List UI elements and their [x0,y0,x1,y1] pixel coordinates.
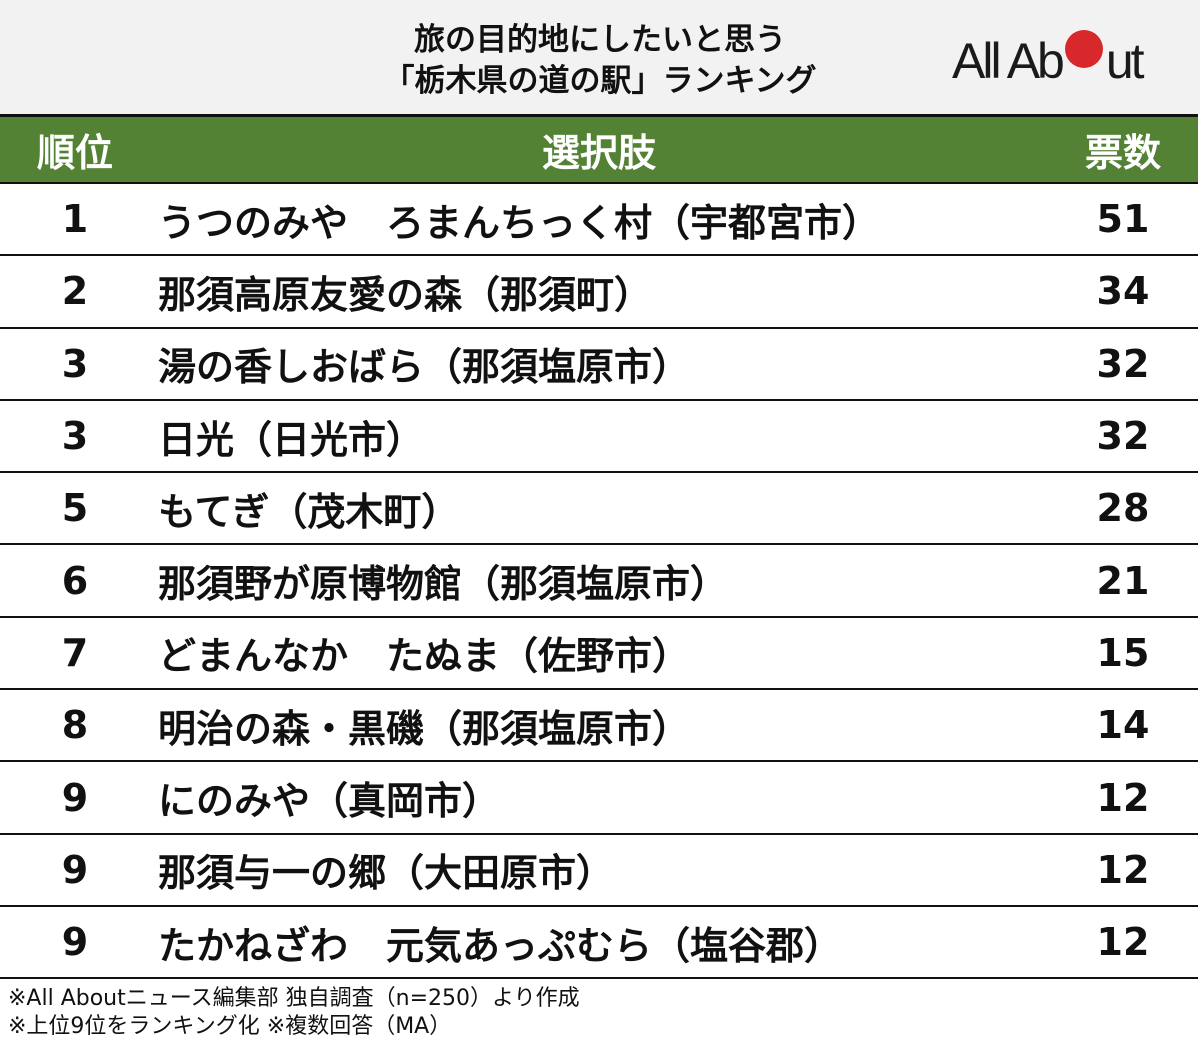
table-row: 3 日光（日光市） 32 [0,401,1198,474]
choice-cell: にのみや（真岡市） [158,779,501,824]
rank-cell: 7 [61,630,89,675]
choice-cell: 明治の森・黒磯（那須塩原市） [158,706,691,751]
logo-text-start: All Ab [952,33,1065,89]
table-body: 1 うつのみや ろまんちっく村（宇都宮市） 51 2 那須高原友愛の森（那須町） 34 3 湯… [0,184,1198,980]
footnote-2: ※上位9位をランキング化 ※複数回答（MA） [8,1014,452,1039]
footnote-1: ※All Aboutニュース編集部 独自調査（n=250）より作成 [8,986,580,1011]
choice-cell: 那須野が原博物館（那須塩原市） [158,562,729,607]
choice-cell: たかねざわ 元気あっぷむら（塩谷郡） [158,923,843,968]
table-row: 3 湯の香しおばら（那須塩原市） 32 [0,329,1198,401]
footnotes: ※All Aboutニュース編集部 独自調査（n=250）より作成 ※上位9位を… [8,985,580,1041]
choice-cell: どまんなか たぬま（佐野市） [158,634,691,679]
votes-cell: 14 [1096,703,1150,748]
votes-cell: 15 [1096,630,1150,675]
choice-cell: うつのみや ろまんちっく村（宇都宮市） [158,200,881,245]
votes-cell: 28 [1096,486,1150,531]
ranking-table: 順位 選択肢 票数 1 うつのみや ろまんちっく村（宇都宮市） 51 2 那須高原友愛の… [0,114,1198,980]
rank-cell: 9 [61,920,89,965]
votes-cell: 51 [1096,197,1150,242]
title-band [0,0,1200,114]
votes-cell: 12 [1096,847,1150,892]
table-row: 9 那須与一の郷（大田原市） 12 [0,835,1198,907]
rank-cell: 8 [61,703,89,748]
rank-cell: 2 [61,269,89,314]
allabout-logo: All Ab ut [952,30,1145,89]
table-header: 順位 選択肢 票数 [0,114,1198,184]
table-row: 9 にのみや（真岡市） 12 [0,762,1198,835]
votes-cell: 12 [1096,775,1150,820]
votes-cell: 34 [1096,269,1150,314]
votes-cell: 32 [1096,414,1150,459]
votes-cell: 12 [1096,920,1150,965]
rank-cell: 5 [61,486,89,531]
title-line-1: 旅の目的地にしたいと思う [414,22,786,58]
title-line-2: 「栃木県の道の駅」ランキング [383,63,817,99]
table-row: 2 那須高原友愛の森（那須町） 34 [0,256,1198,329]
logo-red-dot-icon [1064,30,1103,68]
table-row: 6 那須野が原博物館（那須塩原市） 21 [0,545,1198,618]
table-row: 8 明治の森・黒磯（那須塩原市） 14 [0,690,1198,763]
rank-cell: 3 [61,341,89,386]
votes-cell: 32 [1096,341,1150,386]
choice-cell: 日光（日光市） [158,417,425,462]
votes-cell: 21 [1096,558,1150,603]
logo-text-end: ut [1105,33,1145,89]
rank-cell: 1 [61,197,89,242]
choice-cell: 湯の香しおばら（那須塩原市） [158,345,691,390]
rank-cell: 9 [61,847,89,892]
header-choice: 選択肢 [541,131,656,175]
table-row: 1 うつのみや ろまんちっく村（宇都宮市） 51 [0,184,1198,257]
choice-cell: もてぎ（茂木町） [158,489,460,534]
page-title: 旅の目的地にしたいと思う 「栃木県の道の駅」ランキング [300,20,900,102]
choice-cell: 那須高原友愛の森（那須町） [158,272,653,317]
choice-cell: 那須与一の郷（大田原市） [158,851,615,896]
header-votes: 票数 [1084,131,1161,175]
table-row: 5 もてぎ（茂木町） 28 [0,473,1198,546]
rank-cell: 6 [61,558,89,603]
table-row: 7 どまんなか たぬま（佐野市） 15 [0,618,1198,691]
rank-cell: 3 [61,414,89,459]
rank-cell: 9 [61,775,89,820]
table-row: 9 たかねざわ 元気あっぷむら（塩谷郡） 12 [0,907,1198,980]
header-rank: 順位 [36,131,113,175]
